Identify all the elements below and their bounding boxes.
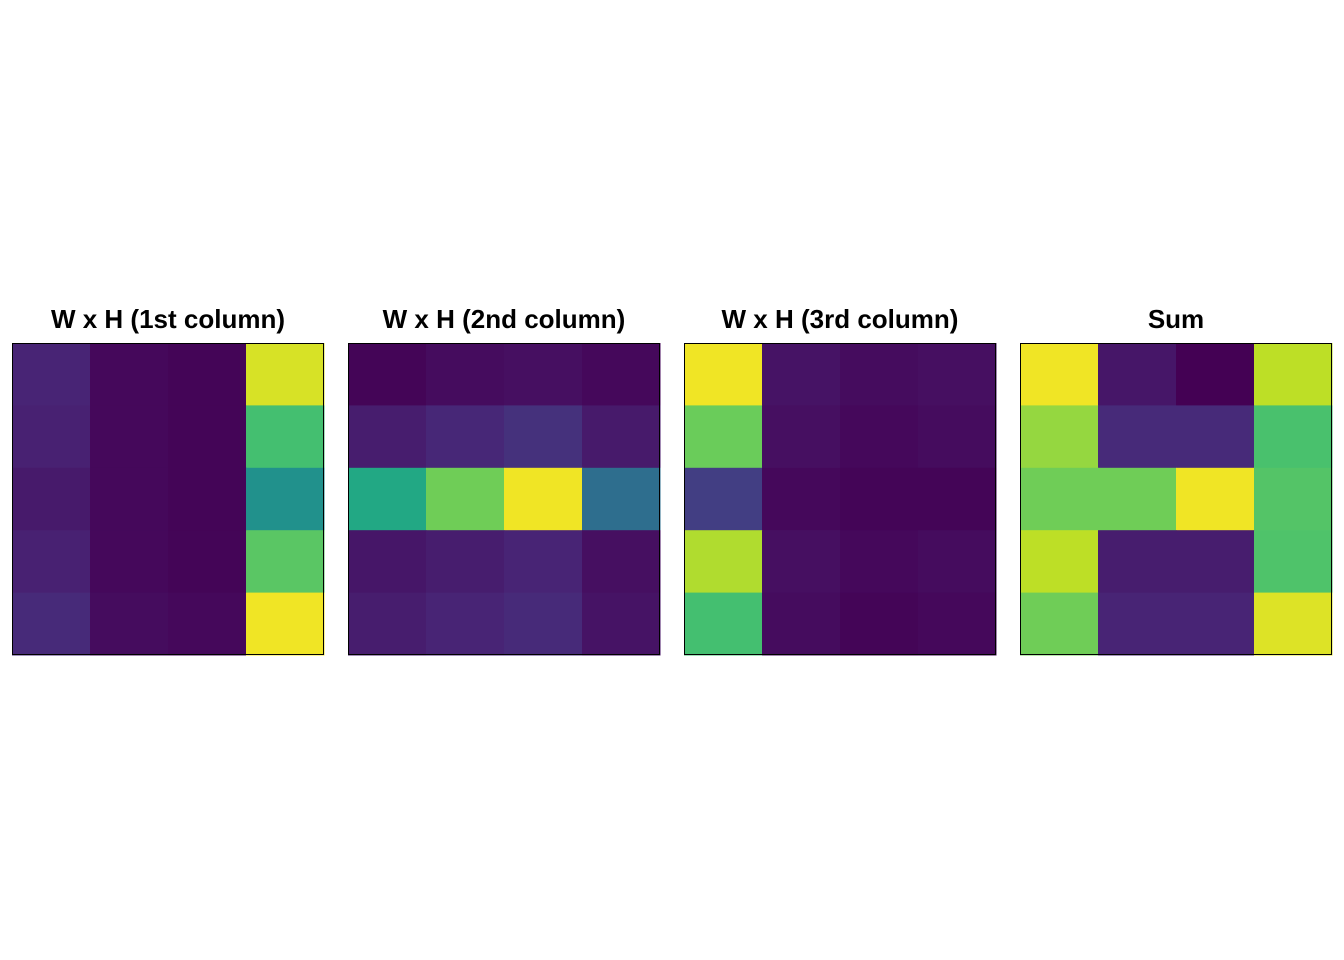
heatmap-cell bbox=[348, 405, 427, 469]
panel-title: W x H (2nd column) bbox=[383, 304, 626, 334]
heatmap-panel-1: W x H (1st column) bbox=[12, 304, 325, 656]
heatmap-cell bbox=[1098, 592, 1177, 656]
heatmap-cell bbox=[1254, 343, 1333, 406]
heatmap-cell bbox=[684, 530, 763, 594]
heatmap-cell bbox=[1176, 592, 1255, 656]
heatmap-cell bbox=[918, 343, 997, 406]
heatmap-cell bbox=[246, 343, 325, 406]
heatmap-cell bbox=[504, 530, 583, 594]
heatmap-cell bbox=[1098, 405, 1177, 469]
heatmap-cell bbox=[246, 405, 325, 469]
panel-title: W x H (1st column) bbox=[51, 304, 285, 334]
heatmap-cell bbox=[504, 343, 583, 406]
heatmap-cell bbox=[426, 530, 505, 594]
heatmap-cell bbox=[348, 592, 427, 656]
heatmap-cell bbox=[582, 592, 661, 656]
heatmap-cell bbox=[12, 467, 91, 531]
heatmap-cell bbox=[168, 467, 247, 531]
heatmap-cell bbox=[426, 405, 505, 469]
heatmap-cell bbox=[1098, 467, 1177, 531]
heatmap-cell bbox=[426, 592, 505, 656]
heatmap-cells bbox=[684, 343, 997, 656]
heatmap-cell bbox=[1020, 467, 1099, 531]
heatmap-cell bbox=[246, 467, 325, 531]
heatmap-cell bbox=[762, 592, 841, 656]
heatmap-cell bbox=[840, 592, 919, 656]
heatmap-cell bbox=[348, 467, 427, 531]
panel-border bbox=[348, 343, 660, 655]
heatmap-cell bbox=[840, 467, 919, 531]
heatmap-cell bbox=[1176, 467, 1255, 531]
heatmap-cell bbox=[1020, 343, 1099, 406]
heatmap-cell bbox=[762, 530, 841, 594]
heatmap-cell bbox=[426, 467, 505, 531]
heatmap-cells bbox=[12, 343, 325, 656]
panel-title: W x H (3rd column) bbox=[722, 304, 959, 334]
heatmap-cell bbox=[582, 405, 661, 469]
heatmap-cell bbox=[246, 592, 325, 656]
heatmap-panel-4: Sum bbox=[1020, 304, 1333, 656]
heatmap-cell bbox=[684, 592, 763, 656]
heatmap-cell bbox=[1176, 530, 1255, 594]
heatmap-cell bbox=[1176, 343, 1255, 406]
heatmap-cell bbox=[918, 467, 997, 531]
heatmap-cell bbox=[12, 343, 91, 406]
heatmap-cell bbox=[168, 592, 247, 656]
heatmap-cell bbox=[840, 530, 919, 594]
heatmap-cell bbox=[504, 467, 583, 531]
heatmap-cell bbox=[582, 343, 661, 406]
heatmap-cell bbox=[348, 530, 427, 594]
heatmap-cell bbox=[684, 467, 763, 531]
heatmap-cell bbox=[504, 592, 583, 656]
panel-border bbox=[12, 343, 324, 655]
heatmap-cell bbox=[12, 405, 91, 469]
heatmap-cell bbox=[12, 592, 91, 656]
heatmap-cell bbox=[1098, 530, 1177, 594]
heatmap-cell bbox=[1254, 530, 1333, 594]
heatmap-panel-3: W x H (3rd column) bbox=[684, 304, 997, 656]
heatmap-cell bbox=[168, 343, 247, 406]
heatmap-cell bbox=[918, 592, 997, 656]
heatmap-cells bbox=[1020, 343, 1333, 656]
heatmap-cell bbox=[1020, 530, 1099, 594]
heatmap-cells bbox=[348, 343, 661, 656]
heatmap-cell bbox=[348, 343, 427, 406]
heatmap-cell bbox=[762, 467, 841, 531]
heatmap-cell bbox=[1254, 405, 1333, 469]
heatmap-cell bbox=[918, 405, 997, 469]
heatmap-cell bbox=[90, 530, 169, 594]
heatmap-panel-2: W x H (2nd column) bbox=[348, 304, 661, 656]
heatmap-cell bbox=[168, 405, 247, 469]
heatmap-cell bbox=[684, 343, 763, 406]
heatmap-cell bbox=[1254, 467, 1333, 531]
heatmap-cell bbox=[90, 467, 169, 531]
panel-title: Sum bbox=[1148, 304, 1204, 334]
heatmap-cell bbox=[582, 530, 661, 594]
heatmap-cell bbox=[90, 592, 169, 656]
heatmap-cell bbox=[246, 530, 325, 594]
heatmap-cell bbox=[684, 405, 763, 469]
heatmap-cell bbox=[1176, 405, 1255, 469]
heatmap-cell bbox=[426, 343, 505, 406]
panel-border bbox=[1020, 343, 1332, 655]
panel-border bbox=[684, 343, 996, 655]
heatmap-cell bbox=[582, 467, 661, 531]
heatmap-cell bbox=[1020, 592, 1099, 656]
heatmap-cell bbox=[762, 343, 841, 406]
heatmap-cell bbox=[90, 405, 169, 469]
heatmap-cell bbox=[12, 530, 91, 594]
heatmap-cell bbox=[90, 343, 169, 406]
heatmap-cell bbox=[840, 405, 919, 469]
heatmap-cell bbox=[840, 343, 919, 406]
heatmap-cell bbox=[168, 530, 247, 594]
heatmap-cell bbox=[504, 405, 583, 469]
heatmap-cell bbox=[1020, 405, 1099, 469]
heatmap-cell bbox=[918, 530, 997, 594]
heatmap-cell bbox=[1254, 592, 1333, 656]
heatmap-cell bbox=[762, 405, 841, 469]
heatmap-cell bbox=[1098, 343, 1177, 406]
